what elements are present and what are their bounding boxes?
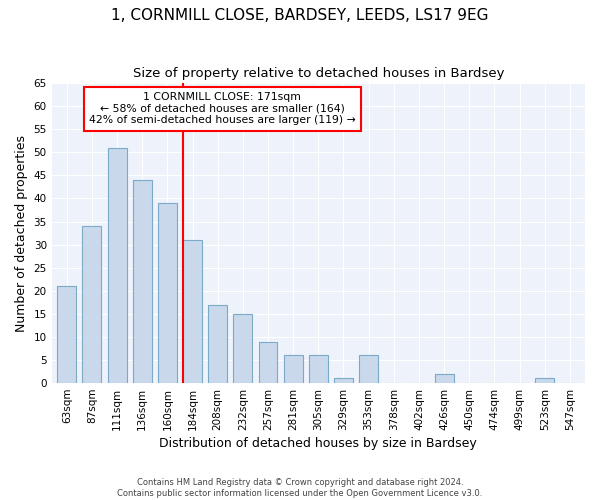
Text: 1, CORNMILL CLOSE, BARDSEY, LEEDS, LS17 9EG: 1, CORNMILL CLOSE, BARDSEY, LEEDS, LS17 …	[111, 8, 489, 22]
Bar	[309, 356, 328, 383]
Bar	[158, 203, 177, 383]
Bar	[183, 240, 202, 383]
Text: 1 CORNMILL CLOSE: 171sqm
← 58% of detached houses are smaller (164)
42% of semi-: 1 CORNMILL CLOSE: 171sqm ← 58% of detach…	[89, 92, 356, 126]
Bar	[434, 374, 454, 383]
Bar	[259, 342, 277, 383]
Bar	[208, 304, 227, 383]
Title: Size of property relative to detached houses in Bardsey: Size of property relative to detached ho…	[133, 68, 504, 80]
X-axis label: Distribution of detached houses by size in Bardsey: Distribution of detached houses by size …	[160, 437, 477, 450]
Text: Contains HM Land Registry data © Crown copyright and database right 2024.
Contai: Contains HM Land Registry data © Crown c…	[118, 478, 482, 498]
Bar	[535, 378, 554, 383]
Bar	[334, 378, 353, 383]
Bar	[359, 356, 378, 383]
Bar	[233, 314, 252, 383]
Bar	[58, 286, 76, 383]
Bar	[82, 226, 101, 383]
Bar	[284, 356, 302, 383]
Bar	[107, 148, 127, 383]
Bar	[133, 180, 152, 383]
Y-axis label: Number of detached properties: Number of detached properties	[15, 134, 28, 332]
